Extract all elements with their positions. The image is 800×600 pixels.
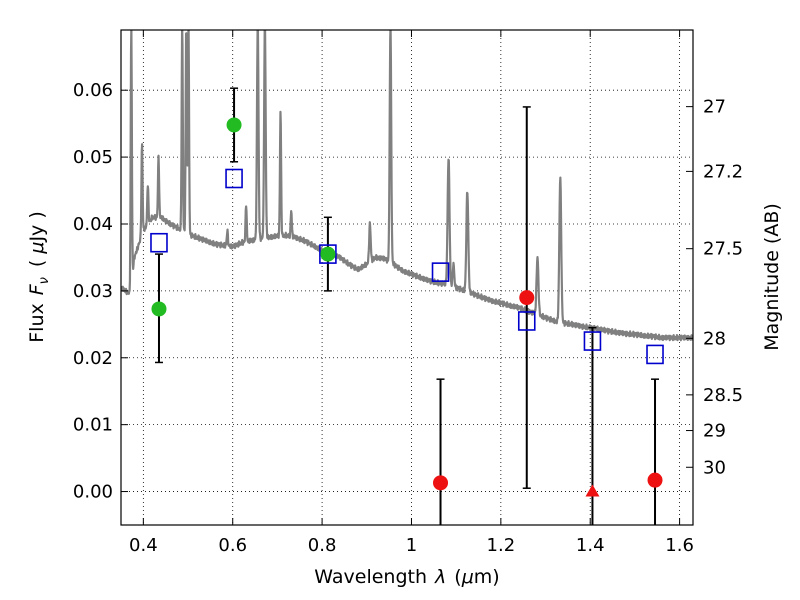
x-tick-label: 1.6 — [665, 535, 694, 556]
y-tick-label: 0.04 — [73, 214, 113, 235]
model-square — [150, 232, 168, 253]
model-square — [319, 244, 337, 264]
y-axis-title-open-paren: ( — [26, 260, 48, 267]
model-square — [583, 331, 602, 351]
x-tick-label: 0.8 — [308, 535, 337, 556]
y-axis-title-subscript: ν — [37, 277, 52, 284]
grid — [121, 30, 693, 525]
observed-point — [320, 246, 336, 262]
upper-limit-triangle — [585, 484, 600, 497]
axis-ticks: 0.4 0.6 0.8 1 1.2 1.4 1.6 0.00 0.01 0.02 0.03 0.04 0… — [73, 30, 743, 556]
y-axis-title-symbol: F — [26, 283, 48, 295]
model-square — [431, 262, 450, 282]
x-tick-label: 1.4 — [576, 535, 605, 556]
x-axis-title-lambda: λ — [434, 566, 446, 588]
y2-tick-label: 30 — [703, 457, 726, 478]
observed-point — [433, 475, 449, 491]
x-tick-label: 0.6 — [218, 535, 247, 556]
x-axis-title: Wavelength λ (μm) — [314, 566, 499, 588]
x-tick-label: 1 — [406, 535, 417, 556]
y-tick-label: 0.02 — [73, 348, 113, 369]
observed-point — [519, 290, 535, 306]
model-square — [225, 168, 243, 189]
x-tick-label: 1.2 — [487, 535, 516, 556]
x-tick-label: 0.4 — [129, 535, 158, 556]
x-axis-title-word: Wavelength — [314, 566, 427, 588]
y2-tick-label: 27 — [703, 97, 726, 118]
y-tick-label: 0.06 — [73, 80, 113, 101]
observed-point — [647, 472, 663, 488]
x-axis-title-open-paren: ( — [454, 566, 461, 588]
y2-tick-label: 27.2 — [703, 161, 743, 182]
y2-tick-label: 29 — [703, 421, 726, 442]
spectrum-series — [121, 30, 693, 342]
y-tick-label: 0.03 — [73, 281, 113, 302]
y-tick-label: 0.05 — [73, 147, 113, 168]
y-axis-title-mu: μ — [26, 242, 48, 255]
y-tick-label: 0.00 — [73, 482, 113, 503]
y-axis-title: Flux Fν ( μJy ) — [26, 211, 52, 343]
y2-tick-label: 27.5 — [703, 239, 743, 260]
y2-tick-label: 28.5 — [703, 385, 743, 406]
y2-axis-title: Magnitude (AB) — [761, 203, 783, 351]
model-points — [150, 168, 664, 365]
plot-frame — [120, 29, 694, 526]
y-axis-title-word: Flux — [26, 303, 48, 343]
model-square — [646, 344, 664, 365]
y-axis-title-unit: Jy ) — [26, 211, 48, 242]
y-tick-label: 0.01 — [73, 415, 113, 436]
x-axis-title-unit: m) — [474, 566, 500, 588]
x-axis-title-mu: μ — [461, 566, 474, 588]
observed-point — [226, 117, 242, 133]
observed-points — [151, 117, 663, 497]
model-square — [517, 311, 536, 331]
y2-tick-label: 28 — [703, 328, 726, 349]
spectrum-line — [121, 30, 693, 342]
observed-point — [151, 301, 167, 317]
